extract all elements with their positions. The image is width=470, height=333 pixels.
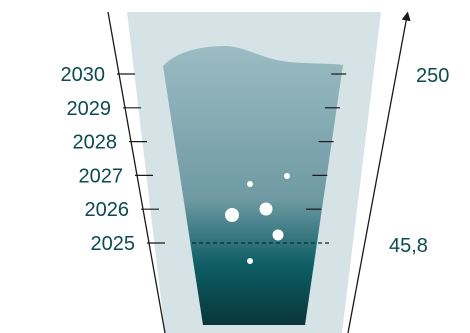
right-axis-arrow: [347, 11, 411, 333]
liquid-fill: [163, 46, 343, 325]
year-label-2030: 2030: [61, 64, 106, 86]
bubble-1: [247, 181, 253, 187]
year-label-2027: 2027: [79, 165, 124, 187]
value-label-45-8: 45,8: [389, 235, 428, 257]
year-label-2028: 2028: [73, 132, 118, 154]
year-label-2026: 2026: [85, 199, 130, 221]
bubble-2: [284, 173, 290, 179]
value-label-250: 250: [416, 65, 449, 87]
bubble-5: [272, 229, 284, 241]
year-label-2025: 2025: [91, 233, 136, 255]
left-axis-line: [107, 11, 166, 333]
bubble-4: [225, 208, 239, 222]
bubble-3: [259, 202, 273, 216]
year-label-2029: 2029: [67, 98, 112, 120]
bubble-6: [247, 258, 253, 264]
